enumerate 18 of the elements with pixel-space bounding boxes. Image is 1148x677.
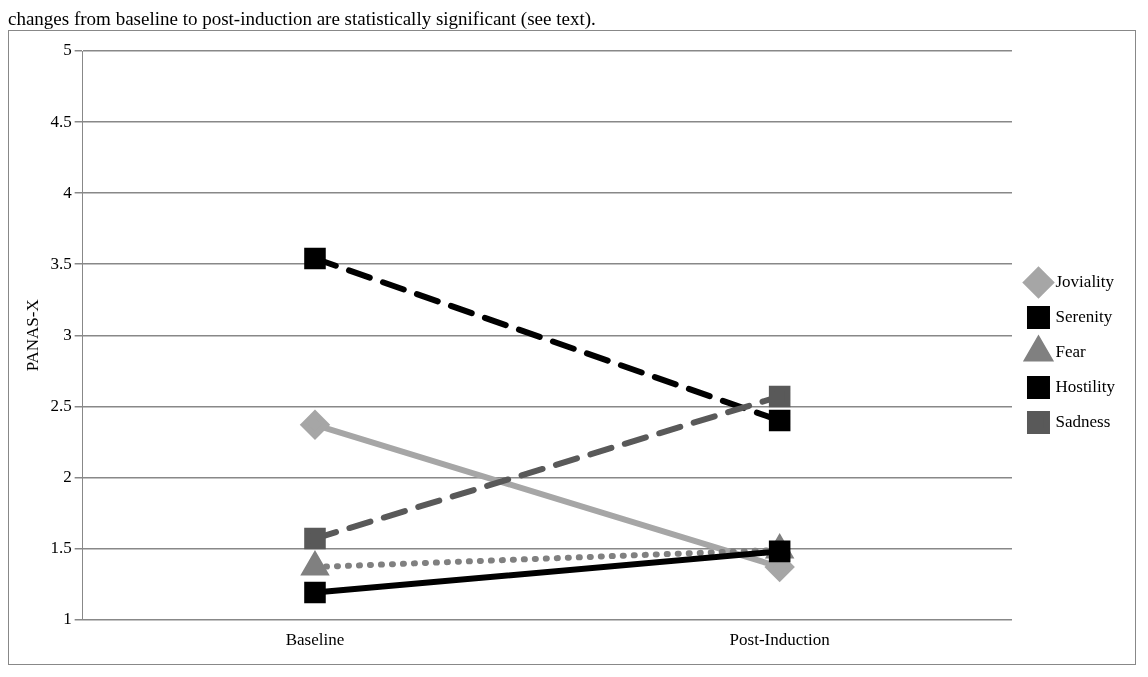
x-tick-label: Post-Induction: [729, 630, 831, 650]
legend-label: Joviality: [1055, 271, 1115, 291]
y-axis-title: PANAS-X: [22, 299, 42, 372]
y-tick-label: 1: [63, 609, 72, 629]
legend-label: Hostility: [1055, 376, 1116, 396]
y-tick-label: 3: [63, 324, 72, 344]
y-tick-label: 5: [63, 40, 72, 60]
x-tick-label: Baseline: [285, 630, 345, 650]
y-tick-label: 4: [63, 182, 73, 202]
legend-label: Fear: [1055, 341, 1087, 361]
y-tick-label: 2.5: [50, 395, 72, 415]
y-tick-label: 3.5: [50, 253, 72, 273]
legend-label: Sadness: [1055, 411, 1111, 431]
text: changes from baseline to post-induction are statistically significant (see text).: [8, 8, 597, 30]
y-tick-label: 1.5: [50, 537, 72, 557]
y-tick-label: 2: [63, 466, 72, 486]
y-tick-label: 4.5: [50, 111, 72, 131]
legend-label: Serenity: [1055, 306, 1113, 326]
